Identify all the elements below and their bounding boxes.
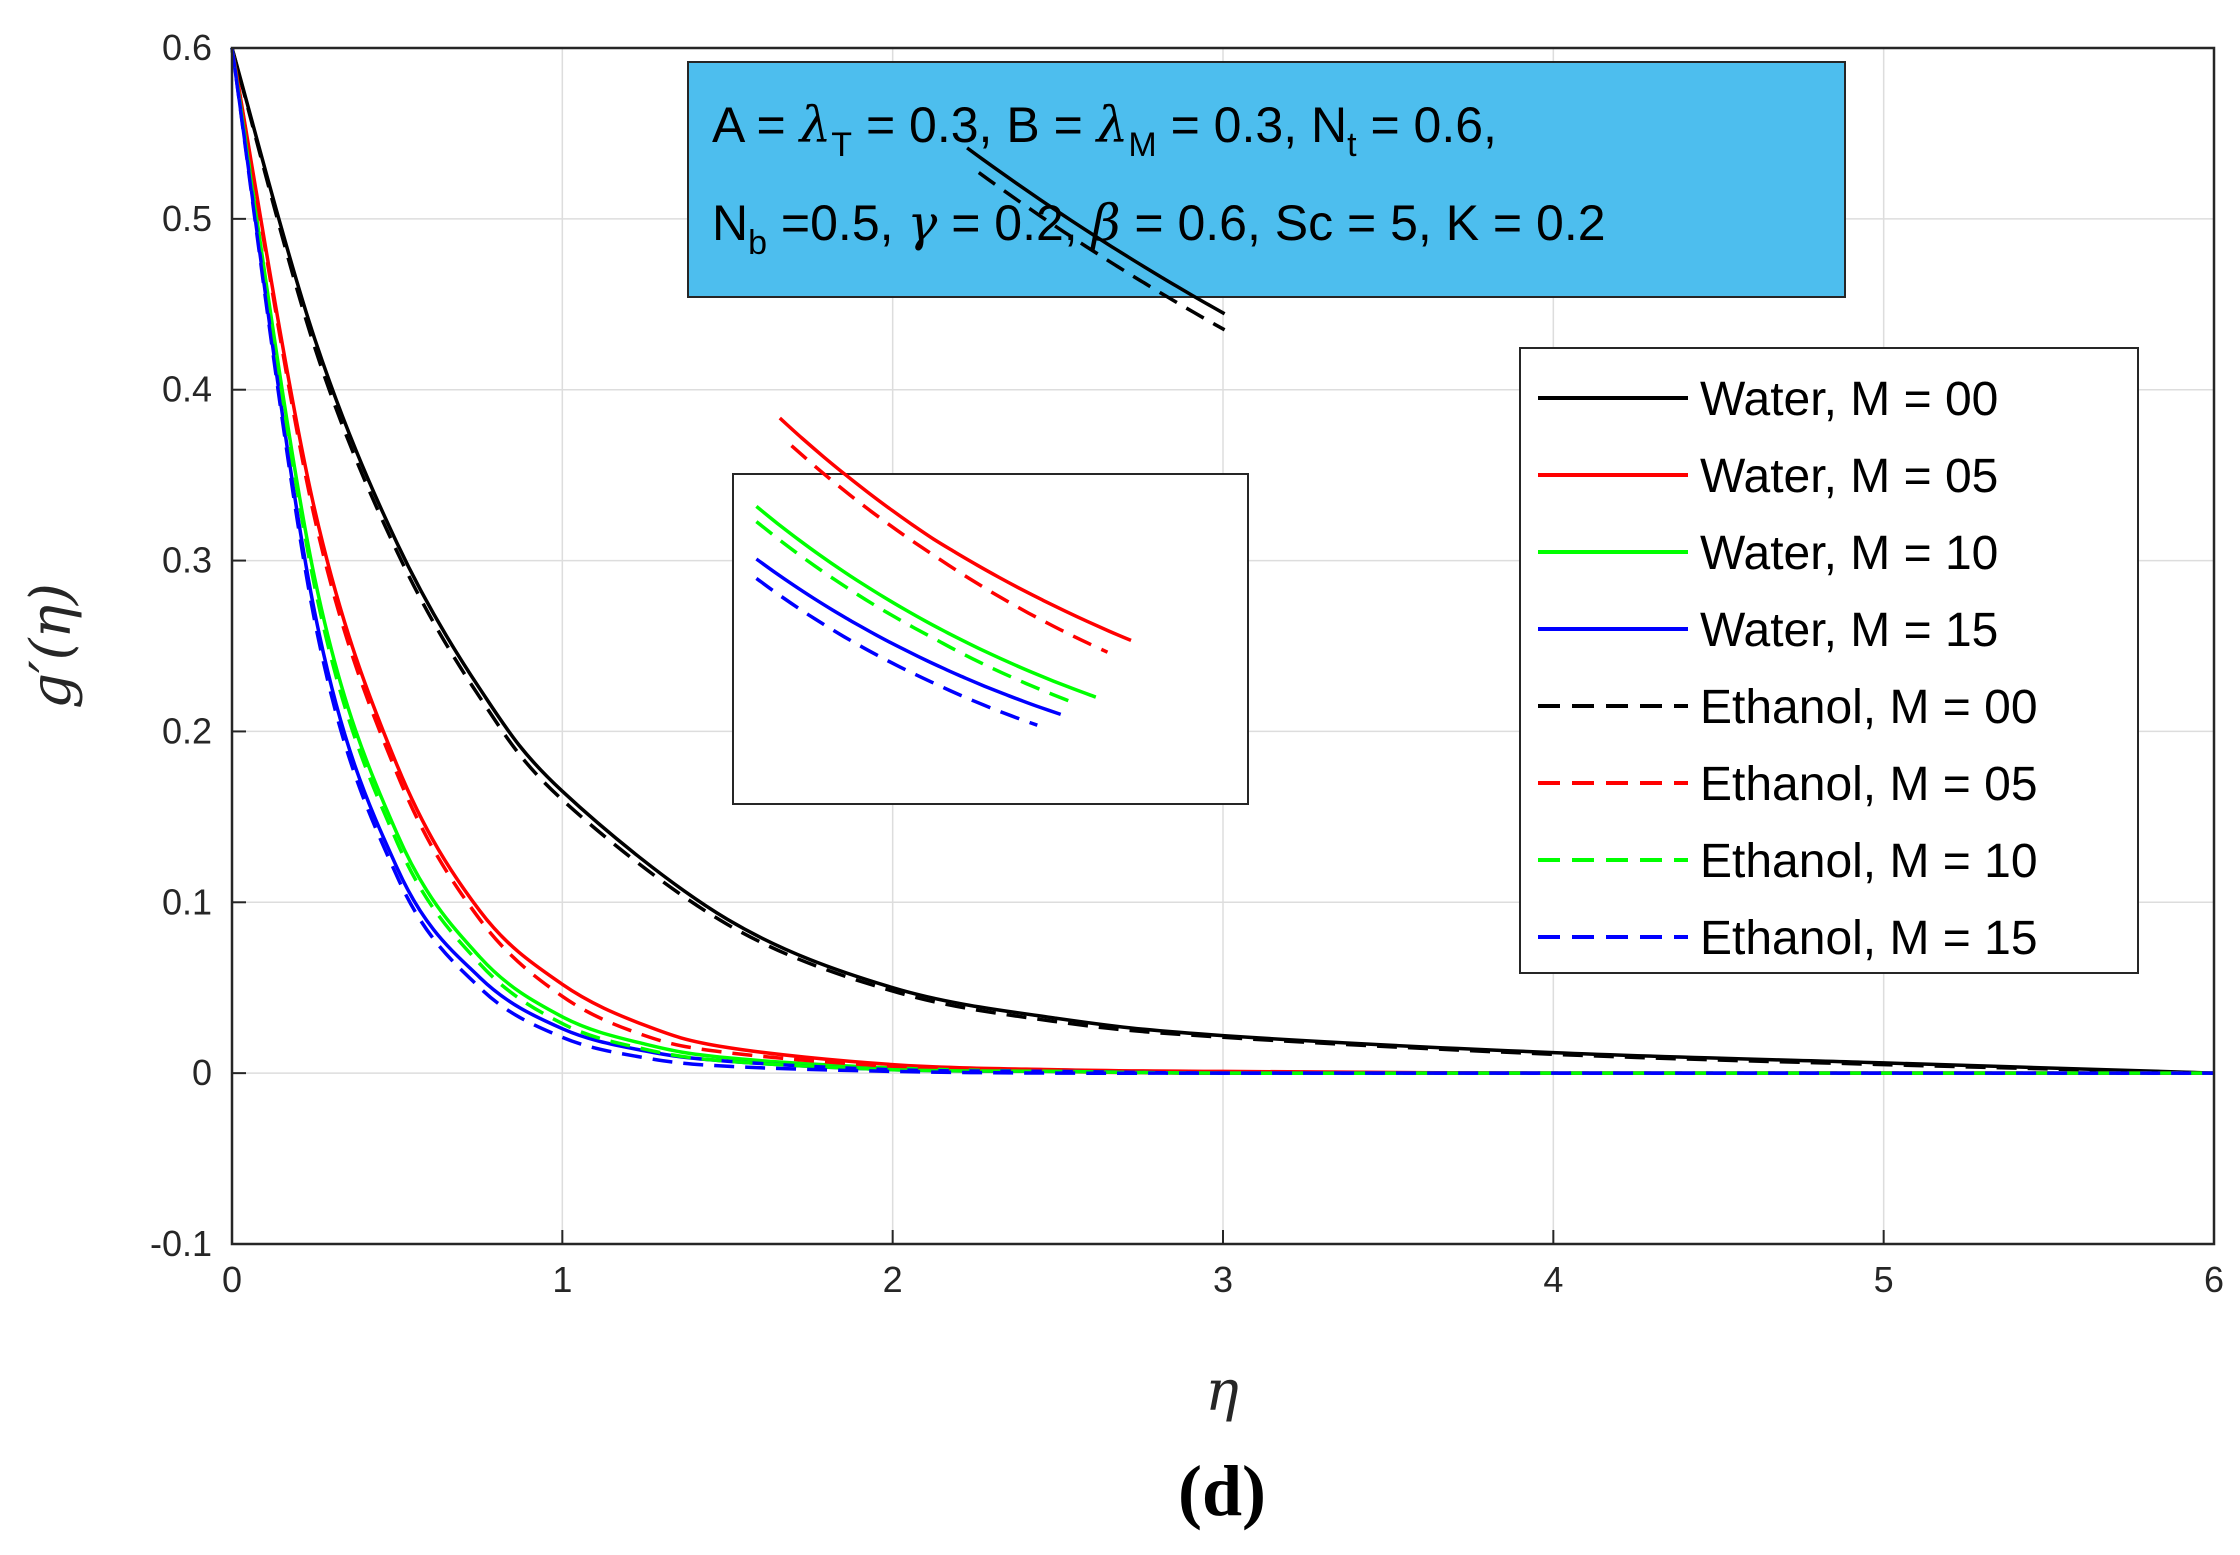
x-tick-label: 3 bbox=[1213, 1259, 1233, 1300]
legend-label-ethanol-m-00: Ethanol, M = 00 bbox=[1700, 681, 2038, 734]
legend-label-water-m-00: Water, M = 00 bbox=[1700, 373, 1998, 426]
inset-lines bbox=[755, 146, 1226, 727]
series-line-ethanol-m-10 bbox=[230, 47, 2214, 1075]
annotation-line-2: Nb =0.5, γ = 0.2, β = 0.6, Sc = 5, K = 0… bbox=[712, 194, 1606, 262]
tick-labels: 0 1 2 3 4 5 6-0.100.10.20.30.40.50.6 bbox=[150, 27, 2224, 1300]
legend: Water, M = 00 Water, M = 05 Water, M = 10 W… bbox=[1519, 347, 2139, 974]
legend-label-water-m-05: Water, M = 05 bbox=[1700, 450, 1998, 503]
x-tick-label: 5 bbox=[1874, 1259, 1894, 1300]
series-line-ethanol-m-00 bbox=[230, 47, 2215, 1075]
legend-label-water-m-10: Water, M = 10 bbox=[1700, 527, 1998, 580]
y-tick-label: 0.5 bbox=[162, 198, 212, 239]
y-tick-label: -0.1 bbox=[150, 1223, 212, 1264]
x-tick-label: 6 bbox=[2204, 1259, 2224, 1300]
x-tick-label: 1 bbox=[552, 1259, 572, 1300]
annotation-box bbox=[687, 61, 1846, 298]
y-tick-label: 0.2 bbox=[162, 710, 212, 751]
zoom-inset bbox=[732, 146, 1249, 805]
x-tick-label: 4 bbox=[1543, 1259, 1563, 1300]
legend-box bbox=[1519, 347, 2139, 974]
y-tick-label: 0.6 bbox=[162, 27, 212, 68]
inset-line-ethanol-m-10 bbox=[755, 520, 1074, 704]
inset-line-water-m-10 bbox=[755, 505, 1097, 699]
panel-label: (d) bbox=[1178, 1451, 1266, 1531]
y-tick-label: 0 bbox=[192, 1052, 212, 1093]
x-tick-label: 2 bbox=[883, 1259, 903, 1300]
parameter-annotation: A = λT = 0.3, B = λM = 0.3, Nt = 0.6, Nb… bbox=[687, 61, 1846, 298]
inset-frame bbox=[732, 473, 1249, 805]
x-tick-label: 0 bbox=[222, 1259, 242, 1300]
series-line-ethanol-m-15 bbox=[230, 47, 2214, 1075]
legend-label-ethanol-m-05: Ethanol, M = 05 bbox=[1700, 758, 2038, 811]
y-tick-label: 0.1 bbox=[162, 881, 212, 922]
y-tick-label: 0.3 bbox=[162, 540, 212, 581]
legend-label-water-m-15: Water, M = 15 bbox=[1700, 604, 1998, 657]
inset-line-water-m-00 bbox=[966, 146, 1226, 316]
inset-line-water-m-15 bbox=[755, 557, 1062, 717]
legend-label-ethanol-m-10: Ethanol, M = 10 bbox=[1700, 835, 2038, 888]
annotation-line-1: A = λT = 0.3, B = λM = 0.3, Nt = 0.6, bbox=[712, 96, 1497, 164]
legend-label-ethanol-m-15: Ethanol, M = 15 bbox=[1700, 912, 2038, 965]
series-group bbox=[230, 47, 2215, 1075]
y-axis-label: g′(η) bbox=[19, 583, 84, 709]
inset-line-water-m-05 bbox=[778, 416, 1132, 643]
x-axis-label: η bbox=[1205, 1359, 1239, 1424]
inset-line-ethanol-m-15 bbox=[755, 576, 1038, 727]
legend-items: Water, M = 00 Water, M = 05 Water, M = 10 W… bbox=[1538, 373, 2038, 965]
inset-line-ethanol-m-05 bbox=[790, 444, 1109, 654]
y-tick-label: 0.4 bbox=[162, 369, 212, 410]
series-line-water-m-00 bbox=[230, 47, 2215, 1075]
